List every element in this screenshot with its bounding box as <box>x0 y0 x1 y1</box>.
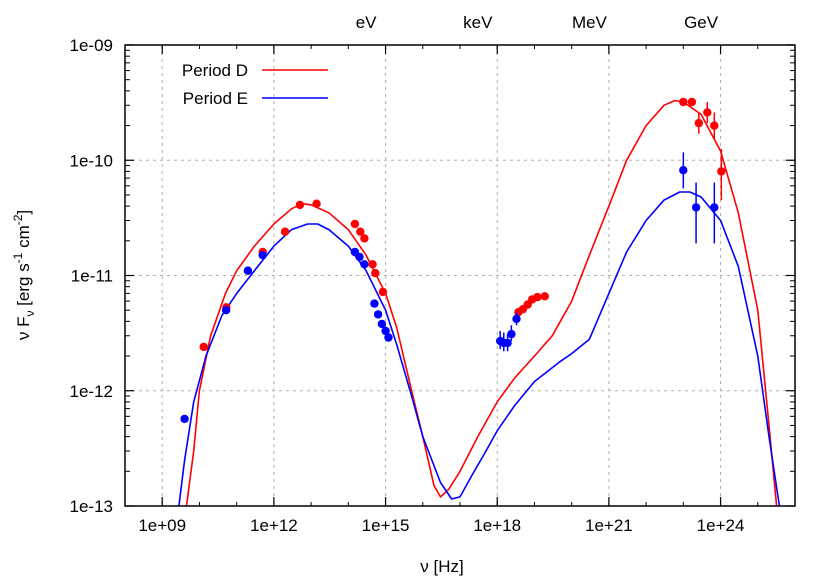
model-curves <box>178 99 781 507</box>
energy-label: eV <box>356 13 377 32</box>
data-point-period-e <box>243 266 253 275</box>
data-point-period-e <box>180 414 189 424</box>
data-point-period-d <box>533 292 542 302</box>
y-axis-label-part: ν F <box>14 317 33 341</box>
energy-label: keV <box>463 13 493 32</box>
y-tick-label: 1e-11 <box>71 267 113 286</box>
model-curve-period-e <box>178 191 781 507</box>
y-axis-label-part: cm <box>14 225 33 252</box>
data-point-period-e <box>512 314 521 324</box>
x-axis-label: ν [Hz] <box>420 557 463 576</box>
data-point-period-d <box>350 219 360 229</box>
data-point-period-d <box>360 234 369 243</box>
data-point-period-d <box>679 97 688 107</box>
y-axis-label-part: [erg s <box>14 263 33 310</box>
y-axis-label-part: ] <box>14 210 33 215</box>
data-point-period-d <box>694 118 703 128</box>
data-point-period-e <box>503 338 512 348</box>
data-point-period-e <box>221 306 231 315</box>
data-points <box>180 97 726 424</box>
data-point-period-d <box>356 227 365 236</box>
data-point-period-d <box>368 260 377 269</box>
data-point-period-d <box>710 121 719 130</box>
data-point-period-d <box>717 167 726 176</box>
energy-label: MeV <box>572 13 608 32</box>
data-point-period-e <box>377 319 387 329</box>
y-tick-label: 1e-12 <box>70 382 113 401</box>
data-point-period-d <box>687 97 697 107</box>
data-point-period-e <box>355 252 364 262</box>
data-point-period-e <box>370 299 379 308</box>
y-tick-label: 1e-13 <box>70 497 113 516</box>
x-tick-label: 1e+21 <box>585 516 633 535</box>
y-axis-label-subscript: ν <box>23 311 37 317</box>
x-tick-label: 1e+15 <box>362 516 410 535</box>
data-point-period-e <box>360 260 369 269</box>
legend-label-period-d: Period D <box>182 61 248 80</box>
model-curve-period-d <box>185 99 778 507</box>
data-point-period-e <box>373 310 383 319</box>
x-tick-label: 1e+24 <box>697 516 745 535</box>
energy-label: GeV <box>684 13 719 32</box>
data-point-period-e <box>679 166 688 175</box>
y-tick-label: 1e-09 <box>70 36 113 55</box>
data-point-period-d <box>295 200 305 210</box>
y-axis-label-superscript: -1 <box>11 252 25 263</box>
data-point-period-e <box>507 329 516 339</box>
data-point-period-e <box>710 203 719 212</box>
data-point-period-d <box>371 268 380 278</box>
legend-label-period-e: Period E <box>183 89 248 108</box>
data-point-period-d <box>703 108 712 117</box>
x-tick-label: 1e+18 <box>473 516 521 535</box>
energy-scale-labels: eV keV MeV GeV <box>356 13 719 32</box>
x-tick-label: 1e+12 <box>250 516 298 535</box>
data-point-period-d <box>199 342 208 352</box>
data-point-period-e <box>258 251 267 260</box>
data-point-period-d <box>312 199 321 208</box>
legend: Period D Period E <box>182 61 328 108</box>
data-point-period-e <box>384 333 393 342</box>
axis-ticks: 1e+09 1e+12 1e+15 1e+18 1e+21 1e+24 1e-13 1e-12… <box>70 36 796 535</box>
data-point-period-e <box>691 203 701 212</box>
grid-layer <box>125 44 795 507</box>
data-point-period-e <box>381 326 390 336</box>
y-tick-label: 1e-10 <box>70 151 113 170</box>
data-point-period-d <box>280 227 290 236</box>
y-axis-label-superscript: -2 <box>11 214 25 225</box>
data-point-period-d <box>378 287 388 297</box>
data-point-period-d <box>540 292 549 301</box>
y-axis-label: ν Fν [erg s-1 cm-2] <box>11 210 37 340</box>
x-tick-label: 1e+09 <box>138 516 186 535</box>
